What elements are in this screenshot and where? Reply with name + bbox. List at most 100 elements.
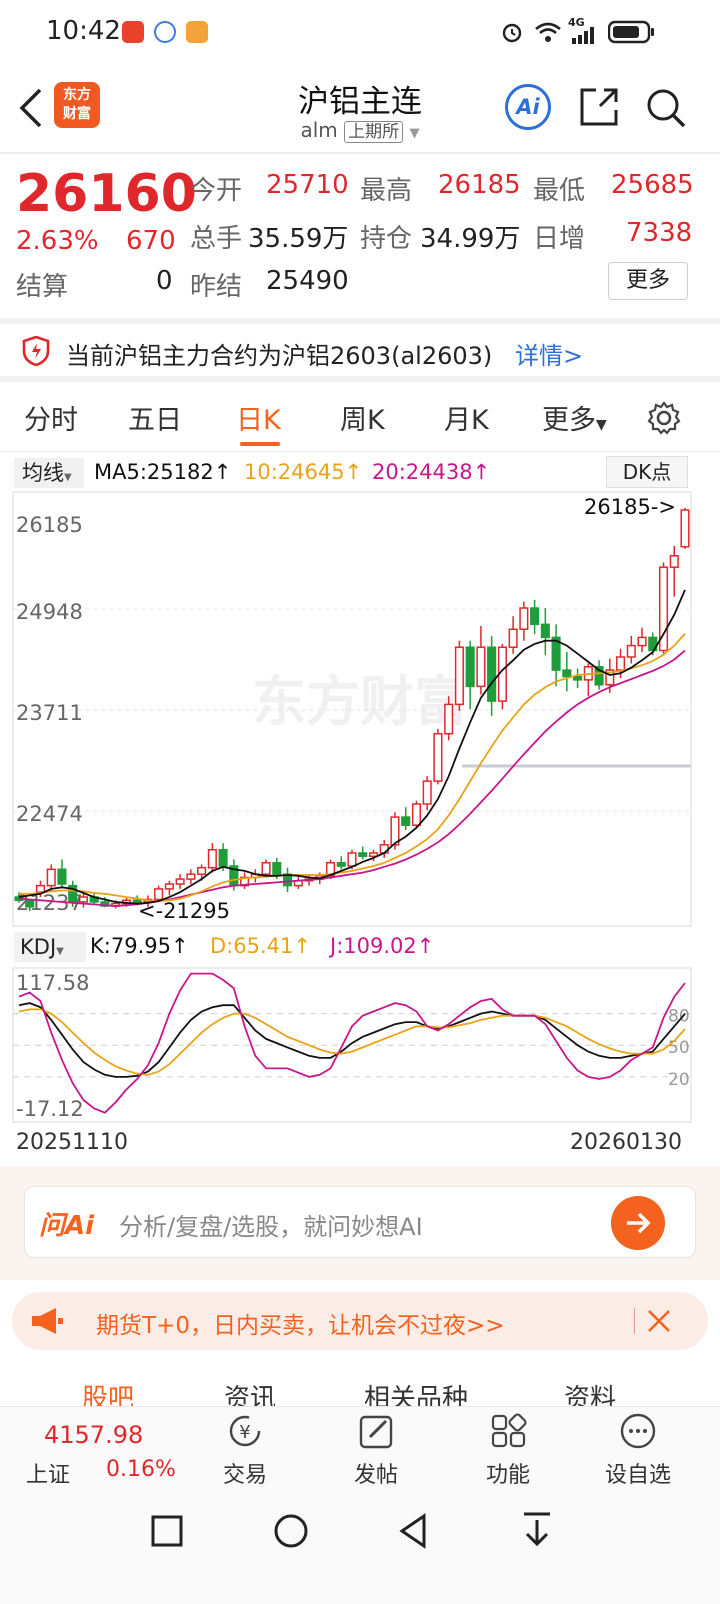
candle-up bbox=[154, 888, 164, 901]
high-label: 最高 bbox=[360, 176, 413, 206]
subtab-related[interactable]: 相关品种 bbox=[364, 1384, 469, 1406]
contract-subtitle[interactable]: alm 上期所 ▼ bbox=[0, 117, 720, 143]
notice-text: 当前沪铝主力合约为沪铝2603(al2603) bbox=[66, 342, 493, 370]
subtab-news[interactable]: 资讯 bbox=[224, 1384, 277, 1406]
tab-intraday[interactable]: 分时 bbox=[24, 405, 78, 436]
open-interest-value: 34.99万 bbox=[420, 224, 521, 254]
caret-down-icon: ▼ bbox=[64, 472, 72, 483]
settle-label: 结算 bbox=[16, 272, 69, 302]
change-value: 670 bbox=[126, 226, 176, 256]
tab-five-day[interactable]: 五日 bbox=[128, 405, 182, 436]
open-label: 今开 bbox=[190, 176, 243, 206]
notice-detail-link[interactable]: 详情> bbox=[515, 342, 584, 370]
more-button[interactable]: 更多 bbox=[608, 262, 688, 300]
signal-icon bbox=[572, 27, 594, 44]
watermark: 东方财富 bbox=[252, 670, 468, 733]
low-value: 25685 bbox=[611, 170, 694, 200]
title-bar: 东方 财富 沪铝主连 alm 上期所 ▼ Ai bbox=[0, 64, 720, 152]
index-value: 4157.98 bbox=[44, 1421, 144, 1449]
back-icon[interactable] bbox=[16, 86, 46, 130]
active-tab-indicator bbox=[240, 442, 280, 446]
candle-up bbox=[35, 884, 46, 893]
candle-up bbox=[347, 852, 357, 867]
candle-down bbox=[132, 899, 142, 903]
candle-up bbox=[411, 803, 422, 826]
settings-gear-icon[interactable] bbox=[646, 400, 682, 436]
alert-shield-icon bbox=[22, 336, 50, 366]
promo-banner[interactable]: 期货T+0，日内买卖，让机会不过夜>> bbox=[12, 1292, 708, 1350]
open-value: 25710 bbox=[266, 170, 349, 200]
main-contract-notice[interactable]: 当前沪铝主力合约为沪铝2603(al2603) 详情> bbox=[0, 318, 720, 382]
logo-text-line1: 东方 bbox=[63, 87, 91, 103]
svg-text:¥: ¥ bbox=[239, 1422, 250, 1443]
logo-text-line2: 财富 bbox=[63, 106, 91, 122]
trade-yen-icon: ¥ bbox=[229, 1415, 261, 1447]
wifi-icon bbox=[535, 22, 561, 42]
tab-more-label: 更多 bbox=[542, 405, 596, 436]
start-date: 20251110 bbox=[16, 1130, 128, 1155]
volume-value: 35.59万 bbox=[248, 224, 349, 254]
indicator-selector-label: 均线 bbox=[22, 461, 64, 485]
nav-add-watchlist[interactable]: 设自选 bbox=[588, 1407, 688, 1495]
ai-submit-button[interactable] bbox=[611, 1196, 665, 1250]
y-tick-label: 26185 bbox=[16, 513, 83, 537]
nav-post[interactable]: 发帖 bbox=[326, 1407, 426, 1495]
candle-up bbox=[207, 848, 217, 869]
open-interest-label: 持仓 bbox=[360, 224, 413, 254]
more-dots-icon bbox=[620, 1413, 656, 1449]
tab-monthly-k[interactable]: 月K bbox=[444, 405, 489, 436]
kdj-k-line bbox=[18, 1002, 686, 1078]
app-notification-icon bbox=[186, 21, 208, 43]
ai-assistant-button[interactable]: Ai bbox=[505, 84, 551, 130]
candle-up bbox=[658, 566, 669, 652]
nav-trade[interactable]: ¥ 交易 bbox=[195, 1407, 295, 1495]
eastmoney-logo[interactable]: 东方 财富 bbox=[54, 82, 100, 128]
subtab-forum[interactable]: 股吧 bbox=[82, 1384, 135, 1406]
daily-increase-label: 日增 bbox=[533, 224, 586, 254]
kdj-k-legend: K:79.95↑ bbox=[90, 934, 189, 958]
subtab-profile[interactable]: 资料 bbox=[564, 1384, 617, 1406]
candle-up bbox=[186, 873, 196, 880]
last-price: 26160 bbox=[16, 164, 197, 224]
sub-indicator-selector[interactable]: KDJ▼ bbox=[14, 932, 86, 962]
change-percent: 2.63% bbox=[16, 226, 99, 256]
kline-svg: 东方财富261852494823711224742123726185-><-21… bbox=[12, 491, 692, 927]
system-nav-bar bbox=[0, 1494, 720, 1604]
quote-panel: 26160 2.63% 670 结算 0 今开 25710 最高 26185 最… bbox=[0, 154, 720, 314]
tab-weekly-k[interactable]: 周K bbox=[340, 405, 385, 436]
candle-up bbox=[615, 656, 626, 671]
low-label: 最低 bbox=[533, 176, 586, 206]
home-icon[interactable] bbox=[272, 1512, 310, 1550]
close-icon[interactable] bbox=[646, 1308, 672, 1334]
indicator-selector[interactable]: 均线▼ bbox=[14, 458, 84, 488]
dk-point-button[interactable]: DK点 bbox=[606, 456, 688, 488]
shield-notification-icon bbox=[154, 21, 176, 43]
prev-settle-value: 25490 bbox=[266, 266, 349, 296]
tab-daily-k[interactable]: 日K bbox=[236, 405, 281, 436]
caret-down-icon: ▼ bbox=[56, 946, 64, 957]
index-name: 上证 bbox=[26, 1463, 71, 1488]
notification-pulldown-icon[interactable] bbox=[520, 1510, 554, 1550]
nav-functions[interactable]: 功能 bbox=[458, 1407, 558, 1495]
kdj-d-legend: D:65.41↑ bbox=[210, 934, 311, 958]
candle-up bbox=[261, 862, 271, 875]
grid-apps-icon bbox=[491, 1413, 527, 1448]
min-annotation: <-21295 bbox=[138, 899, 230, 923]
back-nav-icon[interactable] bbox=[396, 1512, 430, 1550]
candle-up bbox=[390, 816, 400, 846]
kdj-ref-label: 50 bbox=[668, 1038, 690, 1058]
ai-search-box[interactable]: 问Ai 分析/复盘/选股，就问妙想AI bbox=[24, 1186, 696, 1258]
index-ticker[interactable]: 4157.98 上证 0.16% bbox=[0, 1407, 190, 1495]
candle-down bbox=[401, 816, 411, 826]
candle-down bbox=[487, 646, 497, 702]
taobao-notification-icon bbox=[122, 21, 144, 43]
arrow-right-icon bbox=[627, 1212, 651, 1234]
page-title: 沪铝主连 bbox=[298, 84, 422, 120]
battery-icon bbox=[608, 20, 654, 44]
share-icon[interactable] bbox=[578, 86, 620, 128]
recent-apps-icon[interactable] bbox=[150, 1514, 184, 1548]
high-value: 26185 bbox=[438, 170, 521, 200]
tab-more[interactable]: 更多▼ bbox=[542, 398, 607, 437]
plot-frame bbox=[12, 491, 692, 927]
search-icon[interactable] bbox=[644, 86, 688, 130]
